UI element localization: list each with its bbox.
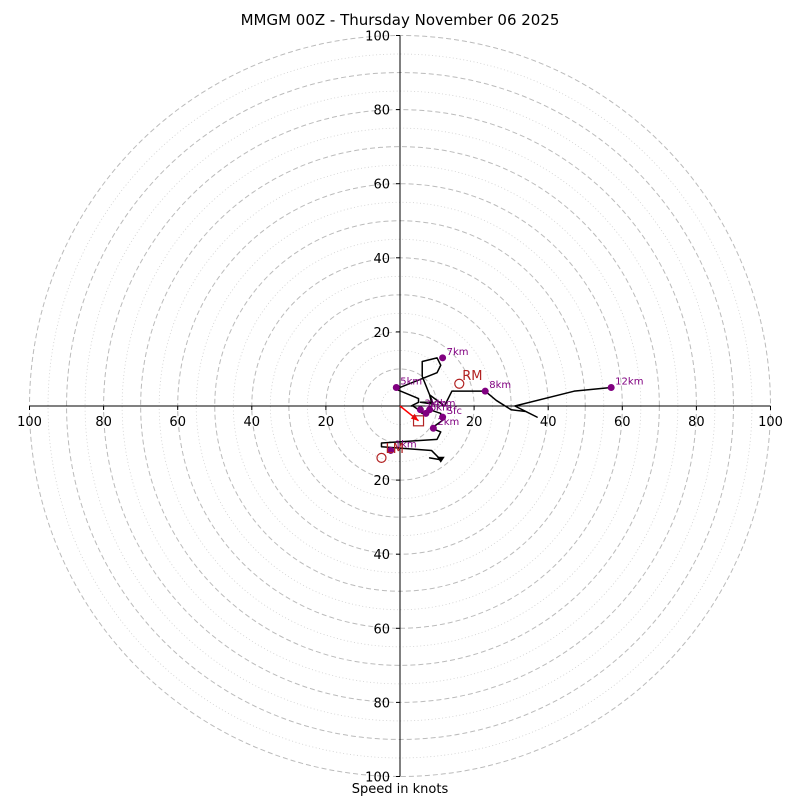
height-marker-label: Sfc bbox=[447, 406, 462, 417]
height-marker-point bbox=[422, 409, 430, 417]
trace-start-arrow bbox=[436, 456, 445, 463]
height-marker-label: 12km bbox=[615, 376, 643, 387]
height-marker-point bbox=[387, 446, 395, 454]
height-marker-label: 7km bbox=[447, 347, 469, 358]
height-marker-point bbox=[439, 413, 447, 421]
height-marker-point bbox=[439, 354, 447, 362]
height-marker-label: 4km bbox=[434, 399, 456, 410]
height-marker-point bbox=[481, 387, 489, 395]
wind-trace-line bbox=[380, 357, 612, 461]
y-tick-label: 80 bbox=[373, 696, 390, 711]
height-marker-point bbox=[416, 406, 424, 414]
storm-motion-markers: RM LM bbox=[376, 369, 483, 463]
x-tick-label: 80 bbox=[688, 415, 705, 430]
x-axis-label: Speed in knots bbox=[351, 782, 449, 797]
shear-arrow-head bbox=[410, 413, 419, 421]
height-marker-label: 6km bbox=[430, 402, 452, 413]
storm-motion-point bbox=[454, 378, 465, 389]
storm-motion-label: LM bbox=[385, 442, 403, 457]
height-marker-label: 1km bbox=[395, 439, 417, 450]
chart-title: MMGM 00Z - Thursday November 06 2025 bbox=[240, 11, 560, 29]
mean-wind-box bbox=[412, 415, 425, 427]
height-marker-point bbox=[392, 383, 400, 391]
y-tick-label: 40 bbox=[373, 548, 390, 563]
x-tick-label: 60 bbox=[169, 415, 186, 430]
y-tick-label: 100 bbox=[365, 771, 390, 786]
y-tick-label: 40 bbox=[373, 252, 390, 267]
x-tick-label: 40 bbox=[540, 415, 557, 430]
height-marker-label: 5km bbox=[400, 376, 422, 387]
x-tick-label: 40 bbox=[244, 415, 261, 430]
y-tick-label: 20 bbox=[373, 474, 390, 489]
x-tick-label: 80 bbox=[95, 415, 112, 430]
height-marker-point bbox=[607, 383, 615, 391]
storm-motion-point bbox=[376, 452, 387, 463]
x-tick-label: 20 bbox=[466, 415, 483, 430]
y-tick-label: 100 bbox=[365, 30, 390, 45]
height-marker-point bbox=[429, 424, 437, 432]
x-tick-label: 100 bbox=[758, 415, 783, 430]
x-tick-label: 20 bbox=[318, 415, 335, 430]
storm-motion-label: RM bbox=[462, 369, 482, 384]
y-tick-label: 60 bbox=[373, 178, 390, 193]
y-tick-label: 20 bbox=[373, 326, 390, 341]
shear-arrow-group bbox=[399, 405, 425, 427]
height-marker-label: 3km bbox=[424, 399, 446, 410]
height-marker-label: 8km bbox=[489, 380, 511, 391]
height-marker-label: 2km bbox=[437, 417, 459, 428]
wind-trace bbox=[380, 357, 612, 463]
y-tick-label: 80 bbox=[373, 104, 390, 119]
x-tick-label: 100 bbox=[17, 415, 42, 430]
tick-labels: 100 80 60 40 20 20 40 60 80 100 100 80 60 40 20 20 40 60 8… bbox=[17, 30, 783, 786]
x-tick-label: 60 bbox=[614, 415, 631, 430]
y-tick-label: 60 bbox=[373, 622, 390, 637]
